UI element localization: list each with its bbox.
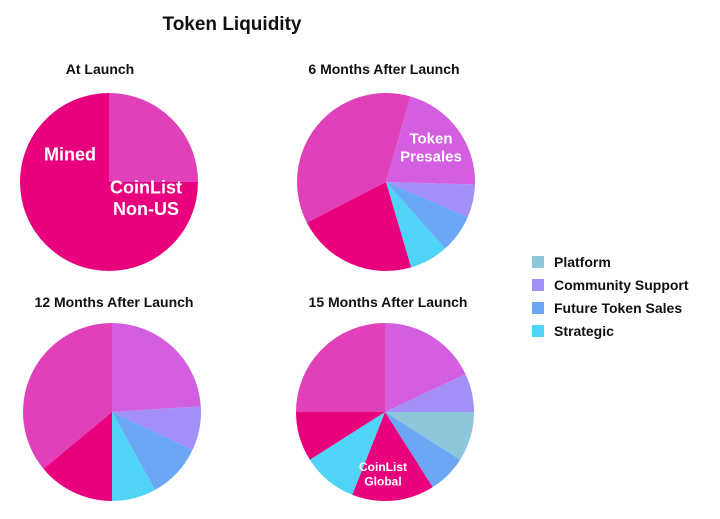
pie-slice: [386, 182, 468, 249]
pie-slice: [43, 412, 113, 501]
pie-slice: [22, 323, 112, 469]
pie-slice: [385, 412, 461, 488]
pie-title: 15 Months After Launch: [309, 294, 468, 310]
pie-slice: [386, 182, 475, 218]
legend-label: Strategic: [554, 323, 614, 339]
pie-slice: [112, 412, 155, 501]
pie-slice: [112, 412, 193, 490]
pie-slice: [309, 412, 385, 495]
legend-label: Platform: [554, 254, 611, 270]
pie-title: 6 Months After Launch: [308, 61, 459, 77]
pie-title: At Launch: [66, 61, 134, 77]
pie-slice: [386, 182, 446, 268]
pie-slice: [297, 93, 411, 223]
pie-charts: At Launch Mined CoinList Non-US 6 Months Aft…: [20, 61, 475, 502]
slice-label: Mined: [44, 144, 96, 164]
legend-swatch: [532, 302, 544, 314]
legend-swatch: [532, 256, 544, 268]
figure-title: Token Liquidity: [163, 14, 302, 35]
pie-title: 12 Months After Launch: [35, 294, 194, 310]
pie-slice: [296, 412, 385, 460]
pie-slice: [112, 323, 201, 412]
pie-chart-3: 12 Months After Launch: [22, 294, 201, 501]
pie-slice: [385, 374, 474, 412]
pie-slice: [385, 323, 466, 412]
pie-slice: [109, 93, 198, 182]
pie-chart-1: At Launch Mined CoinList Non-US: [20, 61, 198, 271]
slice-label: CoinList Non-US: [110, 178, 182, 220]
pie-slice: [296, 323, 385, 412]
legend-swatch: [532, 325, 544, 337]
pie-chart-4: 15 Months After Launch CoinList Global: [296, 294, 475, 502]
legend-label: Community Support: [554, 277, 689, 293]
pie-slice: [112, 406, 201, 450]
pie-slice: [352, 412, 433, 502]
slice-label: CoinList Global: [359, 460, 407, 488]
pie-slice: [385, 412, 475, 460]
pie-slice: [386, 96, 475, 185]
pie-chart-2: 6 Months After Launch Token Presales: [297, 61, 475, 271]
legend-swatch: [532, 279, 544, 291]
legend-label: Future Token Sales: [554, 300, 682, 316]
legend: Platform Community Support Future Token Sa…: [532, 254, 689, 339]
pie-slice: [20, 93, 198, 271]
pie-slice: [306, 182, 412, 271]
slice-label: Token Presales: [400, 130, 462, 165]
